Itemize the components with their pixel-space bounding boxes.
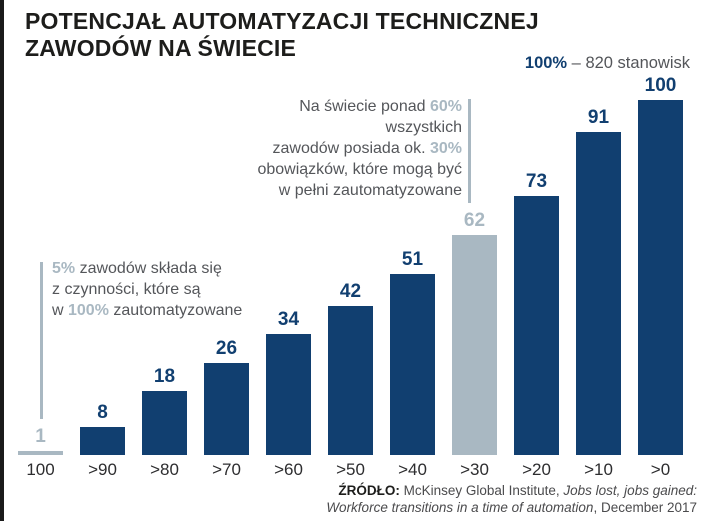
text-segment: 30% (429, 140, 462, 157)
bar (142, 391, 187, 455)
bar-value-label: 42 (339, 281, 362, 302)
text-segment: – 820 stanowisk (567, 54, 690, 72)
bar-value-label: 34 (277, 309, 300, 330)
text-segment: zawodów składa się z czynności, które są… (52, 260, 222, 319)
text-segment: 100% (68, 302, 109, 319)
bar-column: 26 >70 (204, 338, 249, 479)
bar-column: 51 >40 (390, 249, 435, 479)
x-tick-label: >10 (584, 460, 613, 479)
text-segment: wszystkich zawodów posiada ok. (272, 119, 462, 157)
bar (18, 451, 63, 455)
text-segment: 5% (52, 260, 76, 277)
x-tick-label: >70 (212, 460, 241, 479)
bar (80, 427, 125, 455)
bar (452, 235, 497, 455)
bar (390, 274, 435, 455)
bar (576, 132, 621, 455)
x-tick-label: >90 (88, 460, 117, 479)
text-segment: ŹRÓDŁO: (338, 483, 400, 498)
annotation-5-percent: 5% zawodów składa się z czynności, które… (52, 258, 267, 321)
bar-value-label: 26 (215, 338, 238, 359)
x-tick-label: >50 (336, 460, 365, 479)
text-segment: obowiązków, które mogą być w pełni zauto… (257, 161, 462, 199)
bar-column: 42 >50 (328, 281, 373, 479)
text-segment: Na świecie ponad (299, 98, 430, 115)
text-segment: McKinsey Global Institute, (399, 483, 564, 498)
bar-value-label: 100 (644, 75, 677, 96)
bar-column: 73 >20 (514, 171, 559, 479)
bar-value-label: 91 (587, 107, 610, 128)
bar (514, 196, 559, 455)
source-citation: ŹRÓDŁO: McKinsey Global Institute, Jobs … (326, 483, 697, 516)
text-segment: zautomatyzowane (108, 302, 243, 319)
annotation-60-percent-pointer-line (468, 99, 471, 203)
text-segment: 100% (524, 54, 568, 72)
x-tick-label: >0 (650, 460, 671, 479)
bar-column: 18 >80 (142, 366, 187, 479)
bar-column: 91 >10 (576, 107, 621, 479)
bar-column: 100 >0 (638, 75, 683, 479)
text-segment: 60% (429, 98, 462, 115)
bar (266, 334, 311, 455)
bar-value-label: 18 (153, 366, 176, 387)
bar (204, 363, 249, 455)
x-tick-label: >60 (274, 460, 303, 479)
bar-value-label: 1 (35, 426, 46, 447)
bar-column: 34 >60 (266, 309, 311, 479)
bar (328, 306, 373, 455)
bar-value-label: 73 (525, 171, 548, 192)
bar-column: 62 >30 (452, 210, 497, 479)
x-tick-label: 100 (26, 460, 55, 479)
text-segment: , December 2017 (593, 499, 697, 515)
annotation-5-percent-pointer-line (40, 262, 43, 419)
page-title: POTENCJAŁ AUTOMATYZACJI TECHNICZNEJ ZAWO… (25, 8, 539, 61)
bar-column: 8 >90 (80, 402, 125, 479)
annotation-60-percent: Na świecie ponad 60% wszystkich zawodów … (222, 96, 462, 201)
bar-value-label: 8 (97, 402, 108, 423)
bar-value-label: 62 (463, 210, 486, 231)
x-tick-label: >80 (150, 460, 179, 479)
x-tick-label: >20 (522, 460, 551, 479)
annotation-total-positions: 100% – 820 stanowisk (525, 53, 690, 74)
x-tick-label: >30 (460, 460, 489, 479)
bar (638, 100, 683, 455)
text-segment: Jobs lost, jobs gained: Workforce transi… (326, 483, 697, 515)
bar-column: 1 100 (18, 426, 63, 479)
x-tick-label: >40 (398, 460, 427, 479)
bar-chart: 1 100 8 >90 18 >80 26 >70 34 >60 42 >50 51 >40 62 >30 73… (18, 58, 683, 479)
bar-value-label: 51 (401, 249, 424, 270)
left-edge-strip (0, 0, 4, 521)
